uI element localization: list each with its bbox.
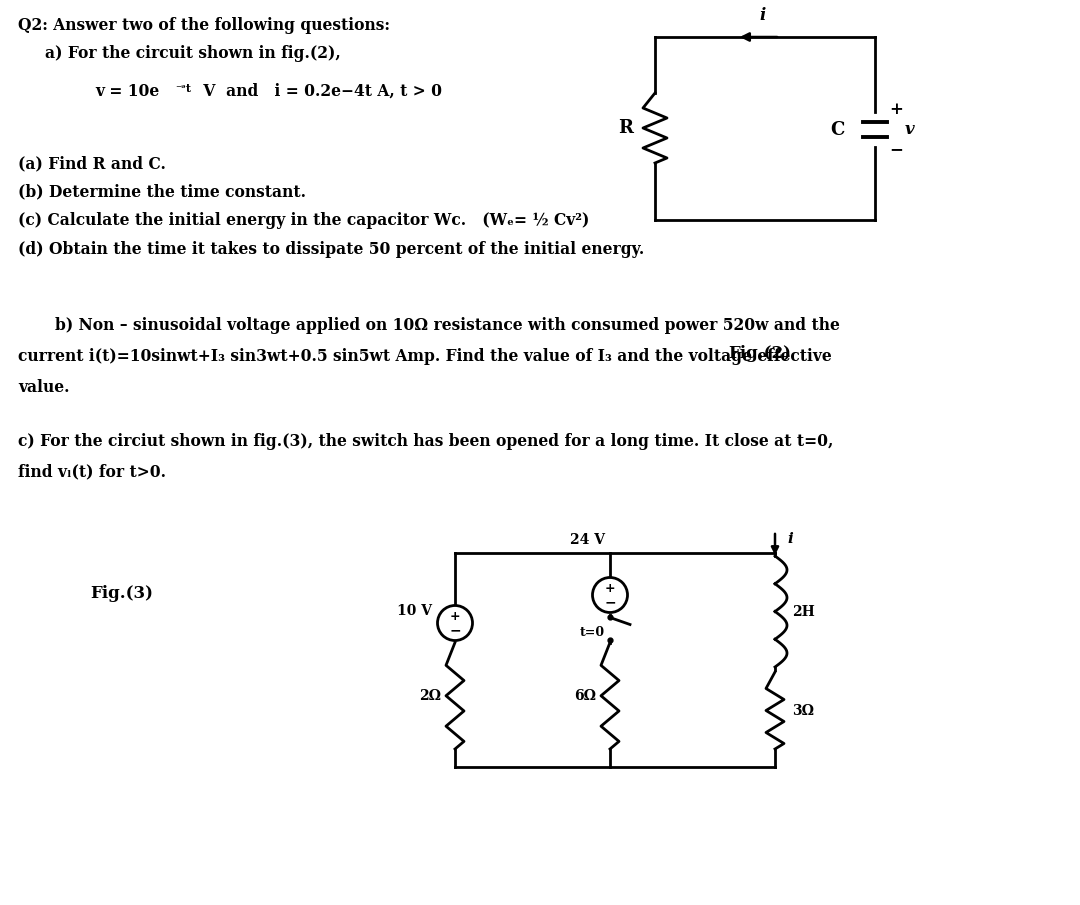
Text: i: i (760, 7, 766, 24)
Text: +: + (889, 101, 903, 119)
Text: 2H: 2H (792, 605, 814, 618)
Text: −: − (449, 623, 461, 637)
Text: 24 V: 24 V (570, 533, 606, 547)
Text: 6Ω: 6Ω (573, 689, 596, 703)
Text: Fig.(3): Fig.(3) (90, 585, 153, 602)
Text: (c) Calculate the initial energy in the capacitor Wc.   (Wₑ= ½ Cv²): (c) Calculate the initial energy in the … (18, 212, 590, 229)
Text: (a) Find R and C.: (a) Find R and C. (18, 155, 166, 172)
Text: −: − (889, 141, 903, 158)
Text: 2Ω: 2Ω (419, 689, 441, 703)
Text: Q2: Answer two of the following questions:: Q2: Answer two of the following question… (18, 17, 390, 34)
Text: find vₗ(t) for t>0.: find vₗ(t) for t>0. (18, 463, 166, 480)
Text: Fig.(2): Fig.(2) (728, 345, 791, 362)
Text: +: + (605, 582, 616, 595)
Text: (d) Obtain the time it takes to dissipate 50 percent of the initial energy.: (d) Obtain the time it takes to dissipat… (18, 241, 645, 258)
Text: a) For the circuit shown in fig.(2),: a) For the circuit shown in fig.(2), (45, 45, 341, 62)
Text: c) For the circiut shown in fig.(3), the switch has been opened for a long time.: c) For the circiut shown in fig.(3), the… (18, 433, 834, 450)
Text: +: + (449, 609, 460, 623)
Text: C: C (831, 121, 845, 139)
Text: (b) Determine the time constant.: (b) Determine the time constant. (18, 184, 306, 201)
Text: b) Non – sinusoidal voltage applied on 10Ω resistance with consumed power 520w a: b) Non – sinusoidal voltage applied on 1… (55, 317, 840, 334)
Text: V  and   i = 0.2e−4t A, t > 0: V and i = 0.2e−4t A, t > 0 (198, 83, 442, 100)
Text: t=0: t=0 (580, 625, 605, 639)
Text: current i(t)=10sinwt+I₃ sin3wt+0.5 sin5wt Amp. Find the value of I₃ and the volt: current i(t)=10sinwt+I₃ sin3wt+0.5 sin5w… (18, 348, 832, 365)
Text: 3Ω: 3Ω (792, 703, 814, 718)
Text: −: − (604, 595, 616, 609)
Text: v: v (905, 121, 915, 138)
Text: value.: value. (18, 379, 69, 396)
Text: i: i (787, 532, 793, 546)
Text: ⁻ᵊt: ⁻ᵊt (175, 83, 191, 94)
Text: 10 V: 10 V (397, 604, 432, 618)
Text: v = 10e: v = 10e (95, 83, 159, 100)
Text: R: R (618, 119, 633, 137)
